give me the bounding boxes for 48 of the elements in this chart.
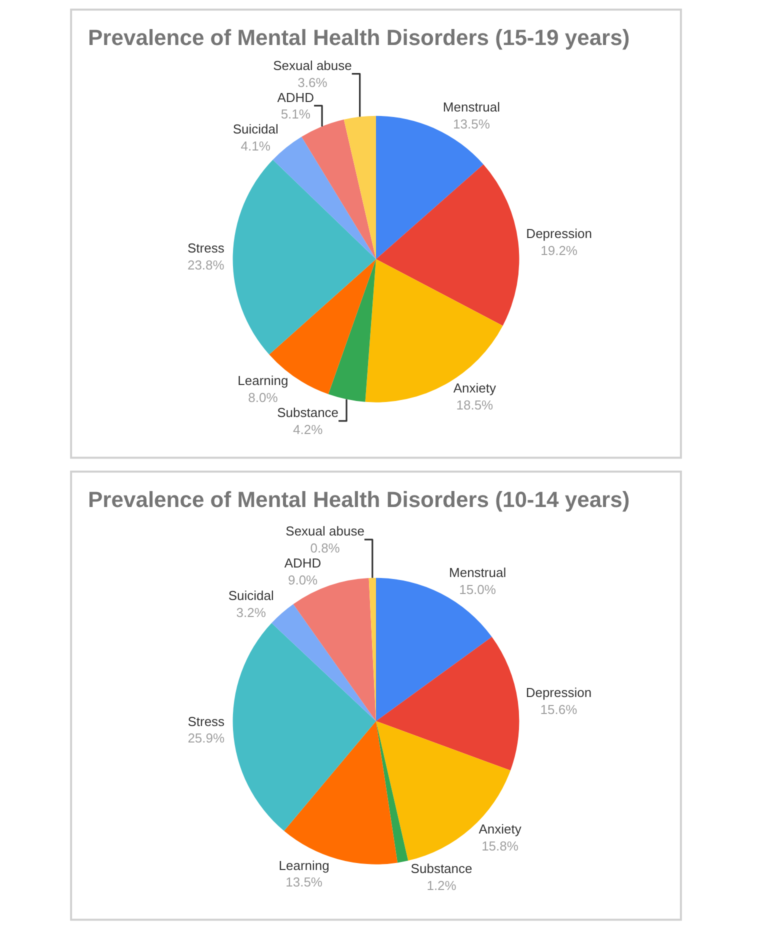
data-label: 15.6% bbox=[540, 702, 578, 718]
slice-label: Menstrual bbox=[442, 99, 500, 114]
chart-title: Prevalence of Mental Health Disorders (15-19 years) bbox=[88, 25, 630, 50]
chart-title: Prevalence of Mental Health Disorders (10-14 years) bbox=[88, 487, 630, 512]
data-label: 13.5% bbox=[286, 874, 323, 890]
pie-slice bbox=[328, 259, 376, 402]
data-label: 0.8% bbox=[310, 540, 340, 556]
pie-slice bbox=[344, 116, 376, 260]
data-label: 19.2% bbox=[540, 242, 578, 258]
slice-label: Depression bbox=[526, 226, 592, 241]
pie-slice bbox=[272, 136, 376, 260]
pie-slice bbox=[376, 164, 520, 326]
data-label: 18.5% bbox=[456, 398, 494, 413]
data-label: 4.2% bbox=[293, 422, 324, 437]
slice-label: ADHD bbox=[284, 556, 322, 571]
pie-slice bbox=[232, 160, 376, 354]
pie-slice bbox=[376, 636, 520, 770]
pie-slice bbox=[232, 623, 376, 831]
data-label: 9.0% bbox=[288, 572, 318, 588]
data-label: 15.0% bbox=[459, 582, 496, 597]
slice-label: Learning bbox=[238, 373, 288, 388]
slice-label: Sexual abuse bbox=[273, 58, 352, 73]
slice-label: Depression bbox=[526, 685, 592, 700]
pie-slice bbox=[376, 721, 408, 863]
data-label: 3.2% bbox=[236, 604, 266, 620]
data-label: 25.9% bbox=[188, 730, 226, 746]
data-label: 13.5% bbox=[453, 116, 490, 132]
slice-label: Menstrual bbox=[448, 564, 506, 580]
pie-slice bbox=[302, 120, 376, 260]
slice-label: Suicidal bbox=[232, 122, 278, 137]
slice-label: Suicidal bbox=[228, 588, 274, 604]
slice-label: Anxiety bbox=[453, 380, 496, 396]
slice-label: Stress bbox=[188, 714, 226, 729]
pie-slice bbox=[272, 604, 376, 722]
data-label: 4.1% bbox=[240, 138, 271, 154]
slice-label: Stress bbox=[187, 240, 225, 256]
slice-label: ADHD bbox=[277, 90, 314, 105]
data-label: 8.0% bbox=[248, 390, 278, 406]
data-label: 5.1% bbox=[280, 106, 311, 122]
slice-label: Sexual abuse bbox=[286, 524, 364, 539]
data-label: 1.2% bbox=[426, 878, 457, 894]
slice-label: Learning bbox=[278, 858, 330, 873]
slice-label: Substance bbox=[277, 405, 339, 420]
slice-label: Substance bbox=[410, 861, 472, 876]
data-label: 23.8% bbox=[187, 257, 225, 272]
slice-label: Anxiety bbox=[478, 822, 522, 837]
data-label: 15.8% bbox=[482, 838, 519, 854]
data-label: 3.6% bbox=[298, 74, 328, 90]
